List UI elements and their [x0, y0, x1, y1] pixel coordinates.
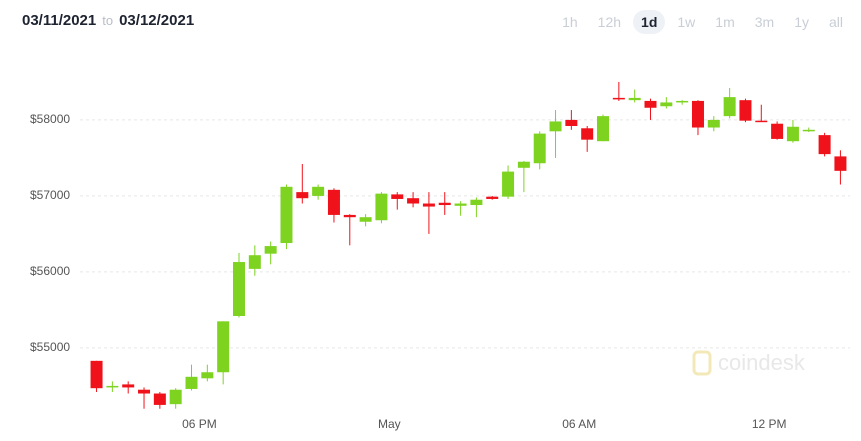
candle-body [707, 119, 720, 128]
candle-body [676, 100, 689, 103]
candle-body [217, 321, 230, 373]
candle-body [660, 102, 673, 107]
x-tick-label: 06 PM [182, 417, 217, 431]
candle-body [248, 255, 261, 269]
to-date: 03/12/2021 [119, 12, 195, 29]
candle-body [359, 217, 372, 222]
candle-body [122, 384, 135, 388]
candle-body [818, 135, 831, 155]
candle-body [138, 389, 151, 394]
candle-body [343, 214, 356, 218]
range-button[interactable]: 3m [754, 14, 775, 30]
candle-body [802, 129, 815, 132]
candle-body [486, 196, 499, 199]
candle-body [185, 376, 198, 389]
y-tick-label: $58000 [30, 112, 70, 126]
candle-body [644, 100, 657, 108]
candle-body [533, 133, 546, 164]
y-tick-label: $55000 [30, 340, 70, 354]
watermark-icon [692, 350, 712, 376]
candle-body [407, 198, 420, 204]
range-button[interactable]: 12h [597, 14, 622, 30]
candle-body [502, 171, 515, 197]
range-button[interactable]: 1m [715, 14, 735, 30]
x-tick-label: 12 PM [752, 417, 787, 431]
candle-body [312, 186, 325, 196]
candle-body [755, 120, 768, 123]
candle-body [517, 161, 530, 168]
candle-body [375, 193, 388, 221]
y-tick-label: $57000 [30, 188, 70, 202]
candle-body [264, 246, 277, 254]
candle-body [327, 189, 340, 215]
from-date: 03/11/2021 [22, 12, 97, 29]
range-button[interactable]: all [828, 14, 843, 30]
date-range: 03/11/2021 to 03/12/2021 [22, 12, 194, 29]
x-tick-label: 06 AM [562, 417, 596, 431]
range-button[interactable]: 1w [677, 14, 696, 30]
y-tick-label: $56000 [30, 264, 70, 278]
candle-body [628, 97, 641, 101]
candle-body [153, 393, 166, 405]
candle-body [581, 128, 594, 140]
candle-body [549, 121, 562, 132]
range-button[interactable]: 1y [794, 14, 809, 30]
candle-body [691, 100, 704, 128]
x-tick-label: May [378, 417, 401, 431]
candle-body [834, 156, 847, 171]
candle-body [90, 360, 103, 389]
candle-body [296, 192, 309, 199]
candle-body [470, 199, 483, 206]
candle-body [169, 389, 182, 405]
candle-body [612, 97, 625, 100]
candle-body [771, 123, 784, 139]
watermark: coindesk [692, 350, 806, 376]
candle-body [201, 372, 214, 379]
candle-body [723, 97, 736, 117]
candle-body [565, 119, 578, 126]
candle-body [454, 203, 467, 206]
candle-body [391, 194, 404, 199]
range-button[interactable]: 1d [633, 10, 666, 34]
candle-body [786, 126, 799, 142]
candle-body [106, 385, 119, 388]
watermark-text: coindesk [718, 350, 806, 375]
candle-body [422, 203, 435, 207]
candle-body [597, 116, 610, 142]
candle-body [232, 262, 245, 316]
candle-body [739, 100, 752, 121]
candle-body [280, 186, 293, 244]
range-buttons: 1h 12h 1d 1w 1m 3m 1y all [554, 10, 851, 34]
candle-body [438, 202, 451, 206]
range-button[interactable]: 1h [562, 14, 578, 30]
to-word: to [102, 13, 114, 28]
